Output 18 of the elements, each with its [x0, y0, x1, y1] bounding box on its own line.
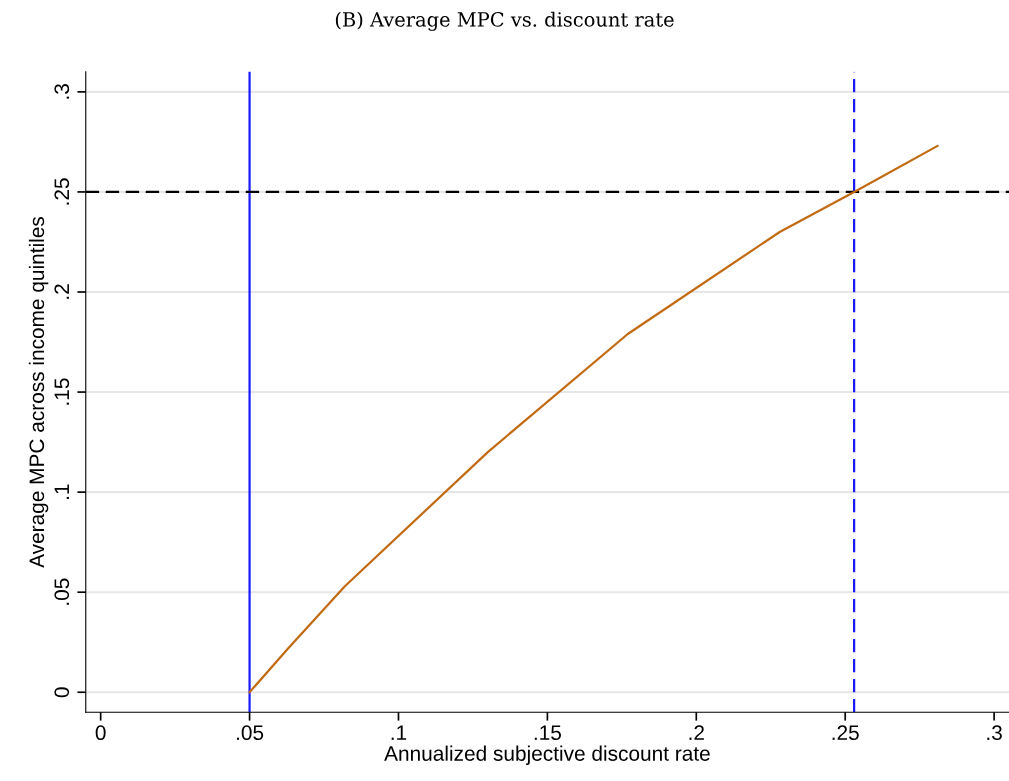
x-tick-label: .3 [987, 725, 1002, 741]
x-tick-label: .1 [391, 725, 407, 740]
x-tick-label: .2 [689, 725, 704, 740]
x-axis-title: Annualized subjective discount rate [384, 745, 710, 765]
y-tick-label: .15 [54, 378, 70, 405]
x-tick-label: 0 [95, 725, 106, 741]
line-series [248, 144, 939, 694]
y-tick-label: .2 [54, 284, 69, 299]
x-tick-label: .25 [832, 725, 859, 741]
y-axis-title: Average MPC across income quintiles [28, 216, 49, 568]
y-tick-label: .05 [54, 578, 70, 605]
y-tick-label: 0 [54, 687, 70, 698]
x-tick-label: .15 [534, 725, 561, 741]
y-tick-label: .1 [54, 484, 69, 499]
y-tick-label: .25 [54, 178, 70, 205]
x-tick-label: .05 [236, 725, 264, 741]
y-tick-label: .3 [54, 84, 70, 99]
chart-title: (B) Average MPC vs. discount rate [335, 11, 674, 31]
